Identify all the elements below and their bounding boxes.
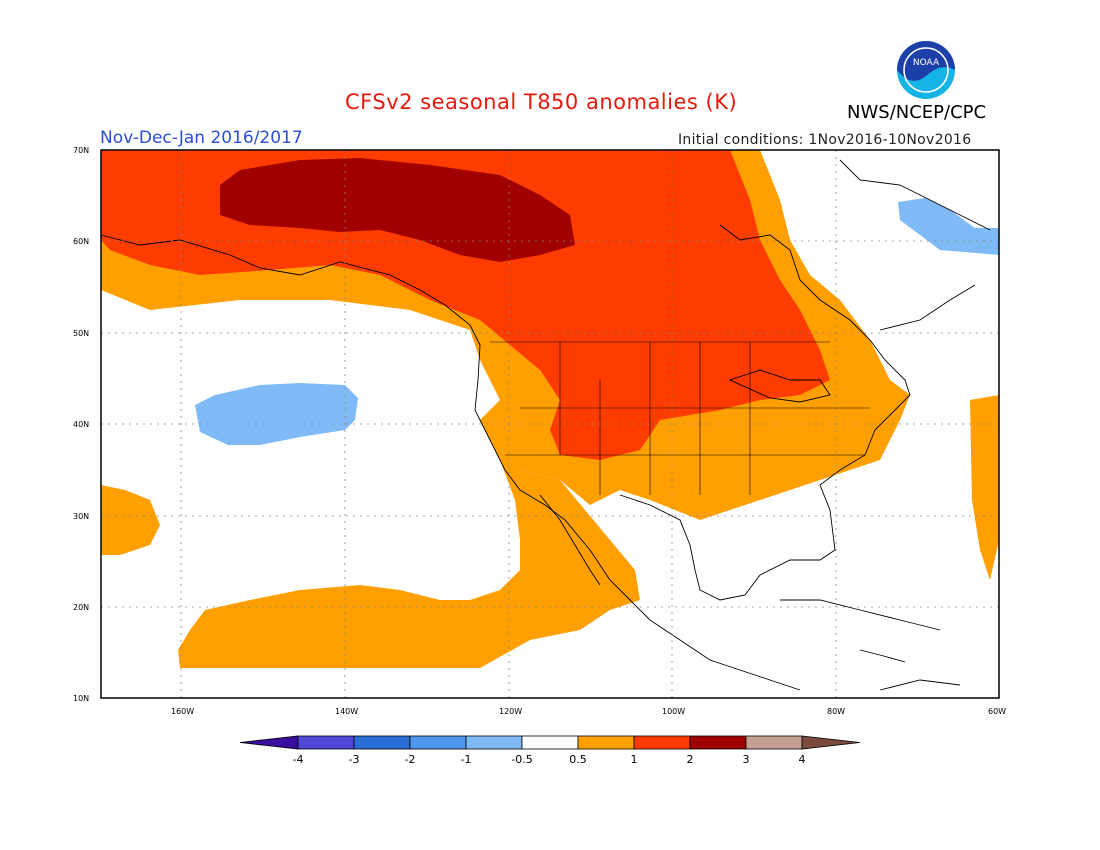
coastlines [100,159,991,691]
lat-tick-20n: 20N [73,603,89,612]
lat-tick-60n: 60N [73,237,89,246]
colorbar-label: -4 [293,753,304,766]
noaa-logo-text: NOAA [913,58,940,68]
colorbar-right-arrow [801,735,861,750]
anomaly-region-blue-pacific [195,383,358,445]
colorbar-label: 2 [687,753,694,766]
agency-label: NWS/NCEP/CPC [847,102,987,123]
colorbar-label: -1 [461,753,472,766]
lat-tick-labels: 70N 60N 50N 40N 30N 20N 10N [73,146,89,703]
lat-tick-40n: 40N [73,420,89,429]
noaa-logo-icon: NOAA [897,41,955,99]
colorbar-swatch [689,735,747,750]
lat-tick-50n: 50N [73,329,89,338]
lat-tick-70n: 70N [73,146,89,155]
graticule [101,150,999,698]
anomaly-region-orange-west [101,485,160,555]
lon-tick-120w: 120W [499,707,522,716]
anomaly-region-blue-labrador [898,198,999,255]
colorbar-label: -0.5 [511,753,532,766]
colorbar: -4 -3 -2 -1 -0.5 0.5 1 2 3 4 [239,735,861,766]
lat-tick-10n: 10N [73,694,89,703]
colorbar-swatch [353,735,411,750]
season-period-label: Nov-Dec-Jan 2016/2017 [100,128,303,148]
colorbar-swatch [521,735,579,750]
lon-tick-140w: 140W [335,707,358,716]
map-title: CFSv2 seasonal T850 anomalies (K) [345,90,738,114]
colorbar-left-arrow [239,735,299,750]
colorbar-label: -2 [405,753,416,766]
colorbar-swatch [465,735,523,750]
colorbar-swatch [745,735,803,750]
anomaly-shading [101,150,999,668]
colorbar-label: 3 [743,753,750,766]
lon-tick-60w: 60W [988,707,1006,716]
colorbar-swatch [409,735,467,750]
lon-tick-160w: 160W [171,707,194,716]
political-borders [490,341,870,495]
colorbar-swatch [577,735,635,750]
initial-conditions-label: Initial conditions: 1Nov2016-10Nov2016 [678,132,972,148]
colorbar-label: -3 [349,753,360,766]
map-frame [100,149,1000,699]
colorbar-label: 4 [799,753,806,766]
lon-tick-80w: 80W [827,707,845,716]
colorbar-label: 1 [631,753,638,766]
lon-tick-100w: 100W [662,707,685,716]
anomaly-region-dark-red [220,158,575,262]
colorbar-label: 0.5 [569,753,587,766]
anomaly-region-orange-pacific [178,420,640,668]
colorbar-swatch [297,735,355,750]
lat-tick-30n: 30N [73,512,89,521]
colorbar-swatch [633,735,691,750]
anomaly-region-orange-east [970,395,999,580]
lon-tick-labels: 160W 140W 120W 100W 80W 60W [171,707,1006,716]
anomaly-region-red [101,150,830,460]
